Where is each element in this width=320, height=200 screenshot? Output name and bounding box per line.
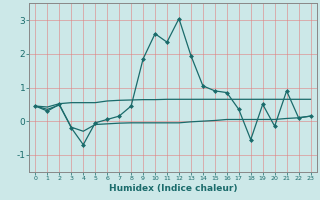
- X-axis label: Humidex (Indice chaleur): Humidex (Indice chaleur): [109, 184, 237, 193]
